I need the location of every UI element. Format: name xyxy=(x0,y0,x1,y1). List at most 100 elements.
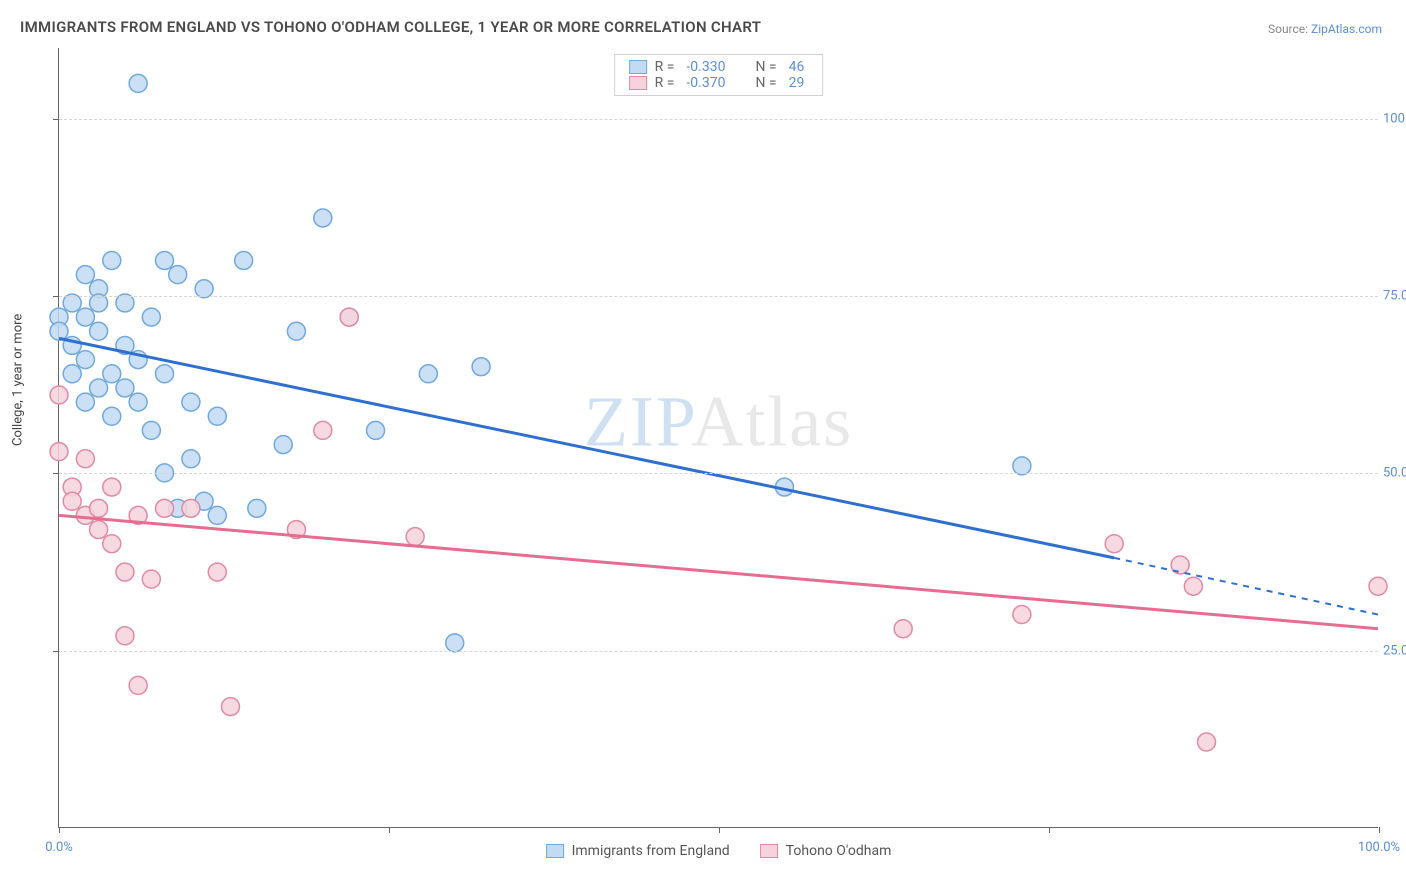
data-point-tohono xyxy=(1013,606,1031,624)
chart-title: IMMIGRANTS FROM ENGLAND VS TOHONO O'ODHA… xyxy=(20,18,761,36)
data-point-england xyxy=(195,280,213,298)
x-tick xyxy=(1049,827,1050,833)
data-point-england xyxy=(50,322,68,340)
data-point-england xyxy=(63,365,81,383)
series-legend: Immigrants from England Tohono O'odham xyxy=(546,843,892,859)
legend-label-england: Immigrants from England xyxy=(572,843,730,859)
swatch-tohono xyxy=(629,76,647,90)
n-value-england: 46 xyxy=(789,59,805,75)
stats-row-tohono: R = -0.370 N = 29 xyxy=(629,75,809,91)
x-tick xyxy=(1379,827,1380,833)
legend-item-england: Immigrants from England xyxy=(546,843,730,859)
data-point-tohono xyxy=(1369,577,1387,595)
gridline xyxy=(59,119,1378,120)
x-tick xyxy=(389,827,390,833)
n-value-tohono: 29 xyxy=(789,75,805,91)
data-point-tohono xyxy=(116,563,134,581)
data-point-england xyxy=(116,379,134,397)
data-point-england xyxy=(314,209,332,227)
data-point-england xyxy=(287,322,305,340)
n-label: N = xyxy=(755,59,776,75)
r-value-tohono: -0.370 xyxy=(686,75,725,91)
y-tick-label: 100.0% xyxy=(1383,111,1406,126)
data-point-england xyxy=(129,74,147,92)
data-point-england xyxy=(169,266,187,284)
r-value-england: -0.330 xyxy=(686,59,725,75)
data-point-england xyxy=(208,506,226,524)
n-label: N = xyxy=(755,75,776,91)
data-point-tohono xyxy=(406,528,424,546)
data-point-tohono xyxy=(129,676,147,694)
gridline xyxy=(59,473,1378,474)
data-point-england xyxy=(182,393,200,411)
trendline-extrapolation-england xyxy=(1114,558,1378,615)
y-tick-label: 75.0% xyxy=(1383,289,1406,304)
data-point-england xyxy=(446,634,464,652)
data-point-england xyxy=(76,393,94,411)
data-point-tohono xyxy=(182,499,200,517)
data-point-tohono xyxy=(90,521,108,539)
data-point-england xyxy=(103,407,121,425)
data-point-tohono xyxy=(50,443,68,461)
data-point-england xyxy=(76,308,94,326)
data-point-tohono xyxy=(142,570,160,588)
data-point-tohono xyxy=(1184,577,1202,595)
data-point-tohono xyxy=(894,620,912,638)
data-point-england xyxy=(90,379,108,397)
x-tick xyxy=(59,827,60,833)
stats-row-england: R = -0.330 N = 46 xyxy=(629,59,809,75)
data-point-tohono xyxy=(156,499,174,517)
data-point-tohono xyxy=(221,698,239,716)
data-point-tohono xyxy=(1105,535,1123,553)
data-point-england xyxy=(419,365,437,383)
data-point-england xyxy=(367,421,385,439)
data-point-england xyxy=(156,365,174,383)
stats-legend: R = -0.330 N = 46 R = -0.370 N = 29 xyxy=(614,54,824,96)
data-point-tohono xyxy=(314,421,332,439)
source-attribution: Source: ZipAtlas.com xyxy=(1268,22,1382,36)
data-point-tohono xyxy=(208,563,226,581)
data-point-england xyxy=(248,499,266,517)
data-point-tohono xyxy=(103,535,121,553)
data-point-england xyxy=(274,436,292,454)
data-point-england xyxy=(156,251,174,269)
data-point-england xyxy=(103,251,121,269)
plot-svg xyxy=(59,48,1378,827)
data-point-tohono xyxy=(1198,733,1216,751)
data-point-tohono xyxy=(90,499,108,517)
data-point-england xyxy=(142,308,160,326)
data-point-england xyxy=(76,266,94,284)
legend-label-tohono: Tohono O'odham xyxy=(786,843,892,859)
data-point-tohono xyxy=(63,492,81,510)
data-point-england xyxy=(103,365,121,383)
data-point-tohono xyxy=(76,450,94,468)
data-point-england xyxy=(129,393,147,411)
data-point-england xyxy=(142,421,160,439)
plot-area: ZIPAtlas R = -0.330 N = 46 R = -0.370 N … xyxy=(58,48,1378,828)
gridline xyxy=(59,651,1378,652)
data-point-england xyxy=(90,322,108,340)
x-tick-label: 100.0% xyxy=(1358,840,1400,855)
data-point-england xyxy=(1013,457,1031,475)
data-point-tohono xyxy=(103,478,121,496)
data-point-tohono xyxy=(340,308,358,326)
source-prefix: Source: xyxy=(1268,22,1311,36)
data-point-england xyxy=(182,450,200,468)
data-point-england xyxy=(472,358,490,376)
x-tick-label: 0.0% xyxy=(45,840,73,855)
y-tick-label: 25.0% xyxy=(1383,643,1406,658)
x-tick xyxy=(719,827,720,833)
swatch-england xyxy=(629,60,647,74)
y-tick-label: 50.0% xyxy=(1383,466,1406,481)
data-point-england xyxy=(208,407,226,425)
swatch-tohono xyxy=(760,844,778,858)
data-point-england xyxy=(235,251,253,269)
data-point-england xyxy=(76,351,94,369)
swatch-england xyxy=(546,844,564,858)
data-point-tohono xyxy=(116,627,134,645)
legend-item-tohono: Tohono O'odham xyxy=(760,843,892,859)
r-label: R = xyxy=(655,75,675,91)
source-link[interactable]: ZipAtlas.com xyxy=(1311,22,1382,36)
data-point-tohono xyxy=(50,386,68,404)
r-label: R = xyxy=(655,59,675,75)
